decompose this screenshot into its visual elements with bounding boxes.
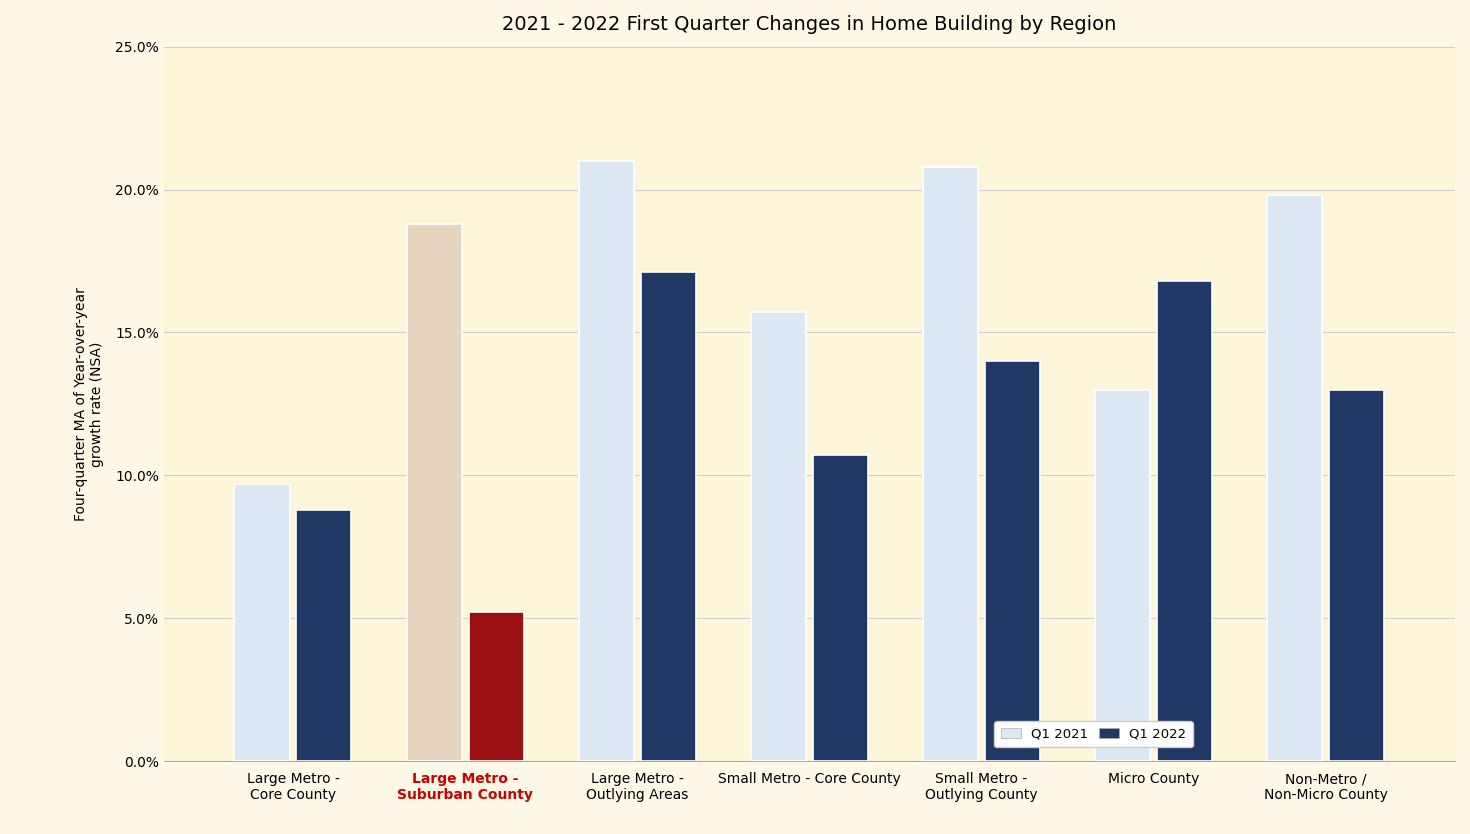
Title: 2021 - 2022 First Quarter Changes in Home Building by Region: 2021 - 2022 First Quarter Changes in Hom…: [503, 15, 1117, 34]
Bar: [985, 361, 1041, 761]
Bar: [407, 224, 462, 761]
Bar: [579, 161, 634, 761]
Bar: [234, 484, 290, 761]
Bar: [469, 612, 523, 761]
Bar: [1157, 281, 1213, 761]
Bar: [813, 455, 867, 761]
Bar: [751, 313, 806, 761]
Bar: [1267, 195, 1323, 761]
Bar: [1095, 389, 1151, 761]
Legend: Q1 2021, Q1 2022: Q1 2021, Q1 2022: [994, 721, 1192, 747]
Bar: [641, 273, 695, 761]
Bar: [923, 167, 978, 761]
Bar: [297, 510, 351, 761]
Bar: [1329, 389, 1385, 761]
Y-axis label: Four-quarter MA of Year-over-year
growth rate (NSA): Four-quarter MA of Year-over-year growth…: [74, 287, 104, 520]
